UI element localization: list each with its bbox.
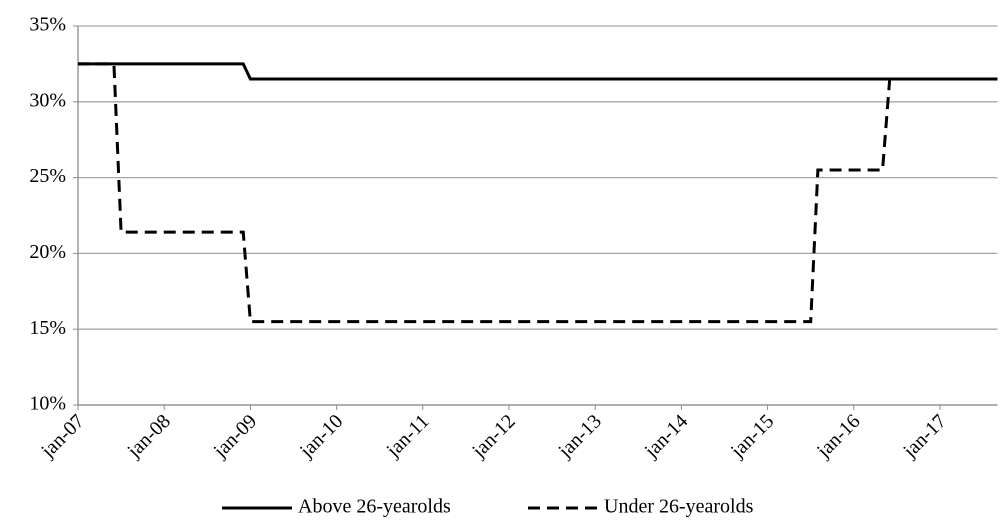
x-tick-label: jan-14: [640, 410, 692, 462]
y-tick-label: 25%: [29, 165, 66, 187]
x-tick-label: jan-10: [295, 410, 347, 462]
y-tick-label: 35%: [29, 14, 66, 36]
data-line: [78, 62, 998, 81]
x-tick-label: jan-13: [554, 410, 606, 462]
x-tick-label: jan-11: [382, 410, 434, 462]
y-tick-label: 20%: [29, 241, 66, 263]
legend-label: Under 26-yearolds: [604, 496, 754, 518]
x-tick-label: jan-08: [123, 410, 175, 462]
legend-label: Above 26-yearolds: [298, 496, 451, 518]
x-tick-label: jan-09: [209, 410, 261, 462]
x-tick-label: jan-17: [898, 410, 950, 462]
x-tick-label: jan-12: [467, 410, 519, 462]
data-line: [78, 62, 998, 324]
x-tick-label: jan-07: [36, 410, 88, 462]
y-tick-label: 30%: [29, 89, 66, 111]
y-tick-label: 15%: [29, 317, 66, 339]
x-tick-label: jan-15: [726, 410, 778, 462]
y-tick-label: 10%: [29, 393, 66, 415]
x-tick-label: jan-16: [812, 410, 864, 462]
